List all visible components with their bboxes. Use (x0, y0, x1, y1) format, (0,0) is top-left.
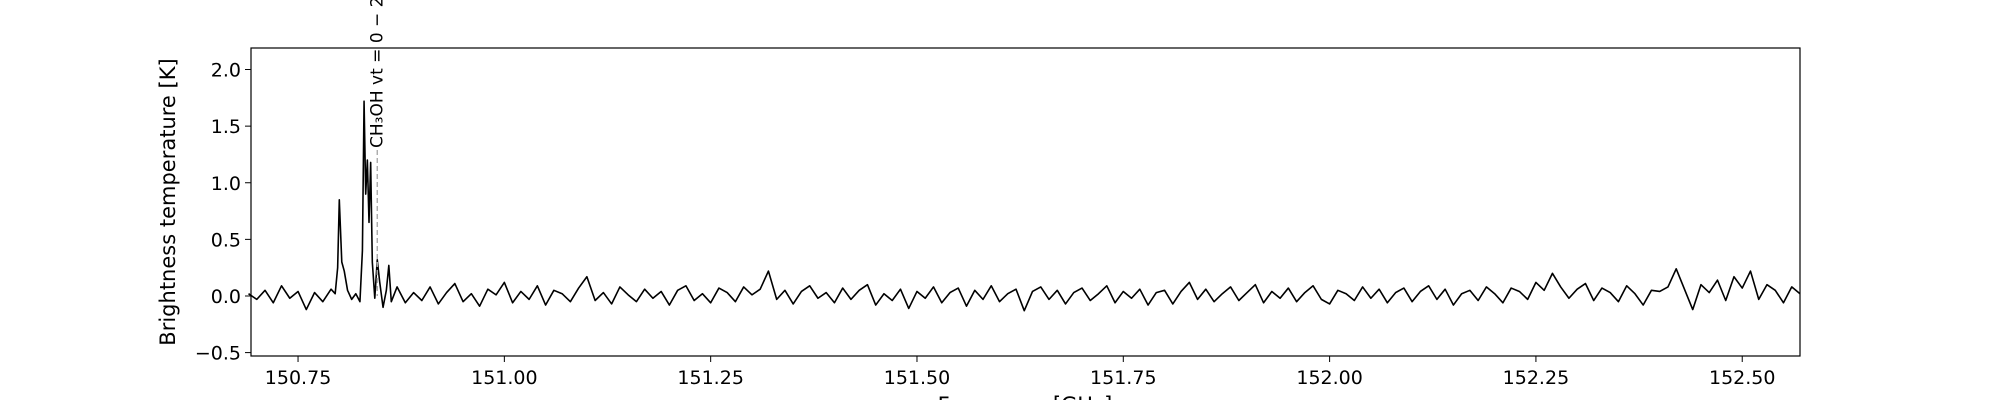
y-tick-label: 1.0 (211, 173, 241, 195)
x-tick-label: 152.25 (1503, 367, 1569, 389)
x-tick-label: 150.75 (265, 367, 331, 389)
x-tick-label: 152.50 (1709, 367, 1775, 389)
x-axis-label: Frequency [GHz] (938, 393, 1113, 400)
y-axis-label: Brightness temperature [K] (156, 58, 180, 345)
y-tick-label: 1.5 (211, 116, 241, 138)
y-tick-label: 2.0 (211, 60, 241, 82)
x-tick-label: 151.75 (1090, 367, 1156, 389)
y-tick-label: −0.5 (195, 343, 241, 365)
annotation-label: CH₃OH vt = 0 − 2 (367, 0, 387, 148)
y-tick-label: 0.5 (211, 229, 241, 251)
y-tick-label: 0.0 (211, 286, 241, 308)
x-tick-label: 151.25 (677, 367, 743, 389)
spectrum-line (248, 100, 1801, 312)
x-tick-label: 151.50 (884, 367, 950, 389)
x-tick-label: 151.00 (471, 367, 537, 389)
plot-frame (250, 47, 1801, 357)
x-tick-label: 152.00 (1296, 367, 1362, 389)
